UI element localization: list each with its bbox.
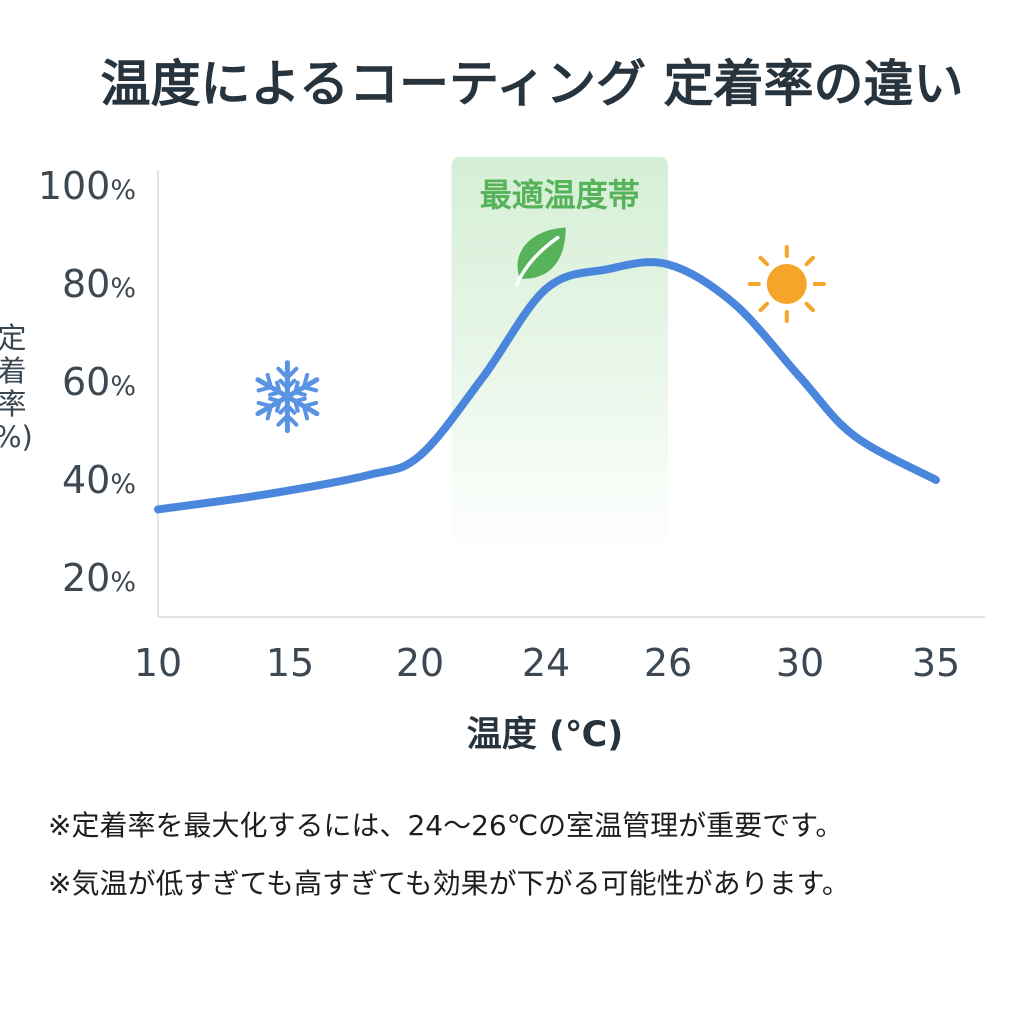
optimal-band-label: 最適温度帯 xyxy=(480,176,640,214)
x-tick-label: 10 xyxy=(134,641,182,685)
y-axis-label: 定 着 率 %) xyxy=(0,321,33,454)
x-tick-label: 15 xyxy=(266,641,314,685)
x-tick-label: 35 xyxy=(912,641,960,685)
y-axis-label-part: 着 xyxy=(0,354,27,388)
x-tick-label: 30 xyxy=(776,641,824,685)
y-axis-label-part: 率 xyxy=(0,387,27,421)
x-tick-label: 20 xyxy=(396,641,444,685)
chart-title: 温度によるコーティング 定着率の違い xyxy=(100,55,964,113)
x-tick-label: 24 xyxy=(522,641,570,685)
optimal-band xyxy=(451,157,668,557)
y-axis-label-part: %) xyxy=(0,420,33,454)
note-line: ※定着率を最大化するには、24〜26℃の室温管理が重要です。 xyxy=(48,809,844,842)
data-series-line xyxy=(154,258,940,514)
notes: ※定着率を最大化するには、24〜26℃の室温管理が重要です。 ※気温が低すぎても… xyxy=(48,806,850,922)
snowflake-icon xyxy=(255,360,320,434)
y-tick-label: 40% xyxy=(62,458,136,502)
y-tick-label: 100% xyxy=(38,164,136,208)
leaf-icon xyxy=(514,227,566,287)
note-line: ※気温が低すぎても高すぎても効果が下がる可能性があります。 xyxy=(48,867,850,900)
x-axis-label: 温度 (℃) xyxy=(466,715,624,755)
y-axis-label-part: 定 xyxy=(0,321,27,355)
y-tick-label: 20% xyxy=(62,556,136,600)
x-tick-label: 26 xyxy=(644,641,692,685)
y-tick-label: 80% xyxy=(62,262,136,306)
y-tick-label: 60% xyxy=(62,360,136,404)
sun-icon xyxy=(747,245,826,323)
